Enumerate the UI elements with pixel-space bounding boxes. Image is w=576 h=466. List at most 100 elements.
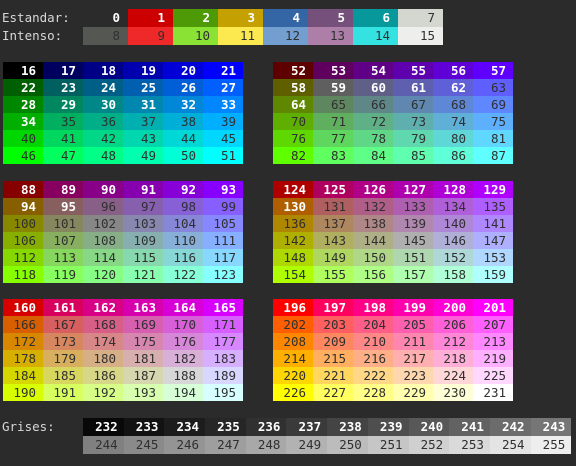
color-swatch-219: 219 [473,350,513,367]
color-swatch-148: 148 [273,249,313,266]
color-swatch-1: 1 [128,9,173,27]
color-swatch-188: 188 [163,367,203,384]
color-swatch-149: 149 [313,249,353,266]
color-swatch-200: 200 [433,299,473,316]
color-swatch-39: 39 [203,113,243,130]
color-swatch-247: 247 [205,436,246,454]
color-swatch-224: 224 [433,367,473,384]
color-swatch-159: 159 [473,266,513,283]
color-swatch-138: 138 [353,215,393,232]
color-swatch-140: 140 [433,215,473,232]
color-swatch-61: 61 [393,79,433,96]
color-swatch-131: 131 [313,198,353,215]
intense-colors-row: 8 9 10 11 12 13 14 15 [83,27,443,45]
color-swatch-4: 4 [263,9,308,27]
color-swatch-23: 23 [43,79,83,96]
color-swatch-220: 220 [273,367,313,384]
grayscale-row-bottom: 244 245 246 247 248 249 250 251 252 253 254 255 [83,436,572,454]
color-swatch-153: 153 [473,249,513,266]
color-swatch-231: 231 [473,384,513,401]
color-swatch-105: 105 [203,215,243,232]
color-swatch-21: 21 [203,62,243,79]
color-swatch-40: 40 [3,130,43,147]
color-swatch-228: 228 [353,384,393,401]
color-cube-row: 34 35 36 37 38 39 [3,113,243,130]
grays-label: Grises: [2,419,55,434]
color-swatch-75: 75 [473,113,513,130]
color-swatch-217: 217 [393,350,433,367]
color-swatch-81: 81 [473,130,513,147]
color-swatch-206: 206 [433,316,473,333]
color-swatch-156: 156 [353,266,393,283]
color-cube-row: 46 47 48 49 50 51 [3,147,243,164]
color-cube-row: 76 77 78 79 80 81 [273,130,513,147]
color-swatch-56: 56 [433,62,473,79]
color-swatch-185: 185 [43,367,83,384]
color-swatch-162: 162 [83,299,123,316]
color-cube-row: 190 191 192 193 194 195 [3,384,243,401]
color-swatch-127: 127 [393,181,433,198]
color-swatch-54: 54 [353,62,393,79]
color-swatch-47: 47 [43,147,83,164]
color-cube-row: 178 179 180 181 182 183 [3,350,243,367]
color-swatch-94: 94 [3,198,43,215]
color-swatch-240: 240 [408,418,450,436]
color-swatch-15: 15 [398,27,443,45]
color-swatch-58: 58 [273,79,313,96]
color-swatch-34: 34 [3,113,43,130]
color-swatch-114: 114 [83,249,123,266]
color-swatch-236: 236 [245,418,287,436]
color-swatch-136: 136 [273,215,313,232]
color-swatch-198: 198 [353,299,393,316]
color-swatch-64: 64 [273,96,313,113]
color-swatch-197: 197 [313,299,353,316]
color-swatch-116: 116 [163,249,203,266]
grayscale-row-top: 232 233 234 235 236 237 238 239 240 241 242 243 [83,418,572,436]
color-swatch-232: 232 [83,418,124,436]
color-swatch-142: 142 [273,232,313,249]
color-cube-row: 88 89 90 91 92 93 [3,181,243,198]
color-swatch-213: 213 [473,333,513,350]
color-swatch-11: 11 [218,27,263,45]
color-swatch-154: 154 [273,266,313,283]
color-swatch-234: 234 [164,418,206,436]
color-swatch-186: 186 [83,367,123,384]
color-swatch-106: 106 [3,232,43,249]
color-swatch-113: 113 [43,249,83,266]
color-swatch-69: 69 [473,96,513,113]
color-swatch-205: 205 [393,316,433,333]
color-swatch-32: 32 [163,96,203,113]
color-swatch-139: 139 [393,215,433,232]
color-cube-row: 154 155 156 157 158 159 [273,266,513,283]
color-swatch-222: 222 [353,367,393,384]
color-swatch-98: 98 [163,198,203,215]
color-swatch-3: 3 [218,9,263,27]
color-swatch-209: 209 [313,333,353,350]
color-swatch-173: 173 [43,333,83,350]
color-swatch-147: 147 [473,232,513,249]
color-cube-row: 148 149 150 151 152 153 [273,249,513,266]
color-swatch-125: 125 [313,181,353,198]
color-swatch-77: 77 [313,130,353,147]
color-swatch-121: 121 [123,266,163,283]
color-swatch-166: 166 [3,316,43,333]
color-swatch-103: 103 [123,215,163,232]
color-swatch-96: 96 [83,198,123,215]
color-swatch-7: 7 [398,9,443,27]
color-swatch-99: 99 [203,198,243,215]
color-swatch-68: 68 [433,96,473,113]
color-swatch-251: 251 [367,436,409,454]
color-swatch-123: 123 [203,266,243,283]
color-swatch-70: 70 [273,113,313,130]
color-swatch-191: 191 [43,384,83,401]
color-swatch-20: 20 [163,62,203,79]
color-swatch-175: 175 [123,333,163,350]
color-swatch-101: 101 [43,215,83,232]
color-swatch-208: 208 [273,333,313,350]
color-swatch-46: 46 [3,147,43,164]
color-cube-row: 136 137 138 139 140 141 [273,215,513,232]
color-swatch-215: 215 [313,350,353,367]
color-swatch-145: 145 [393,232,433,249]
color-swatch-253: 253 [449,436,490,454]
